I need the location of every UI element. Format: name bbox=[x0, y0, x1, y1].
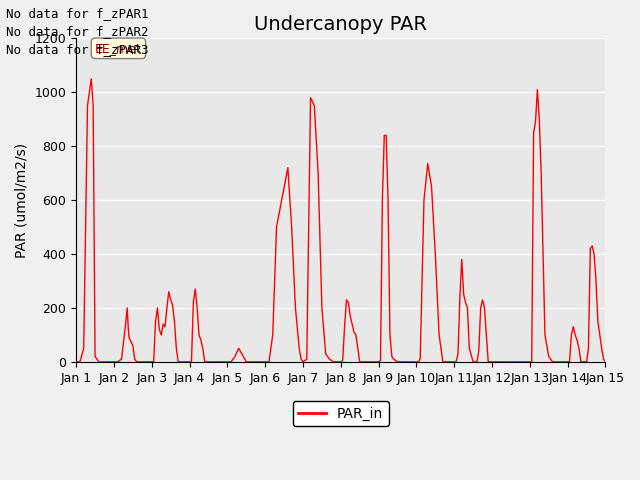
Text: EE_met: EE_met bbox=[95, 42, 142, 55]
Text: No data for f_zPAR2: No data for f_zPAR2 bbox=[6, 25, 149, 38]
Legend: PAR_in: PAR_in bbox=[292, 401, 389, 426]
Y-axis label: PAR (umol/m2/s): PAR (umol/m2/s) bbox=[15, 143, 29, 258]
Text: No data for f_zPAR3: No data for f_zPAR3 bbox=[6, 43, 149, 56]
Title: Undercanopy PAR: Undercanopy PAR bbox=[254, 15, 428, 34]
Text: No data for f_zPAR1: No data for f_zPAR1 bbox=[6, 7, 149, 20]
